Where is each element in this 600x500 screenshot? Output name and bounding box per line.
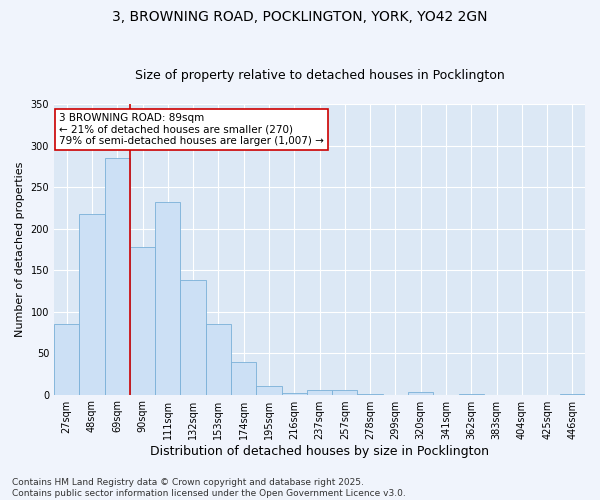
X-axis label: Distribution of detached houses by size in Pocklington: Distribution of detached houses by size … xyxy=(150,444,489,458)
Text: 3 BROWNING ROAD: 89sqm
← 21% of detached houses are smaller (270)
79% of semi-de: 3 BROWNING ROAD: 89sqm ← 21% of detached… xyxy=(59,112,324,146)
Bar xyxy=(408,392,433,394)
Bar xyxy=(79,214,104,394)
Bar xyxy=(130,247,155,394)
Bar xyxy=(206,324,231,394)
Bar xyxy=(54,324,79,394)
Text: Contains HM Land Registry data © Crown copyright and database right 2025.
Contai: Contains HM Land Registry data © Crown c… xyxy=(12,478,406,498)
Bar xyxy=(307,390,332,394)
Bar xyxy=(332,390,358,394)
Y-axis label: Number of detached properties: Number of detached properties xyxy=(15,162,25,337)
Bar xyxy=(104,158,130,394)
Title: Size of property relative to detached houses in Pocklington: Size of property relative to detached ho… xyxy=(134,69,505,82)
Bar xyxy=(231,362,256,394)
Text: 3, BROWNING ROAD, POCKLINGTON, YORK, YO42 2GN: 3, BROWNING ROAD, POCKLINGTON, YORK, YO4… xyxy=(112,10,488,24)
Bar xyxy=(155,202,181,394)
Bar xyxy=(181,280,206,394)
Bar xyxy=(281,393,307,394)
Bar xyxy=(256,386,281,394)
